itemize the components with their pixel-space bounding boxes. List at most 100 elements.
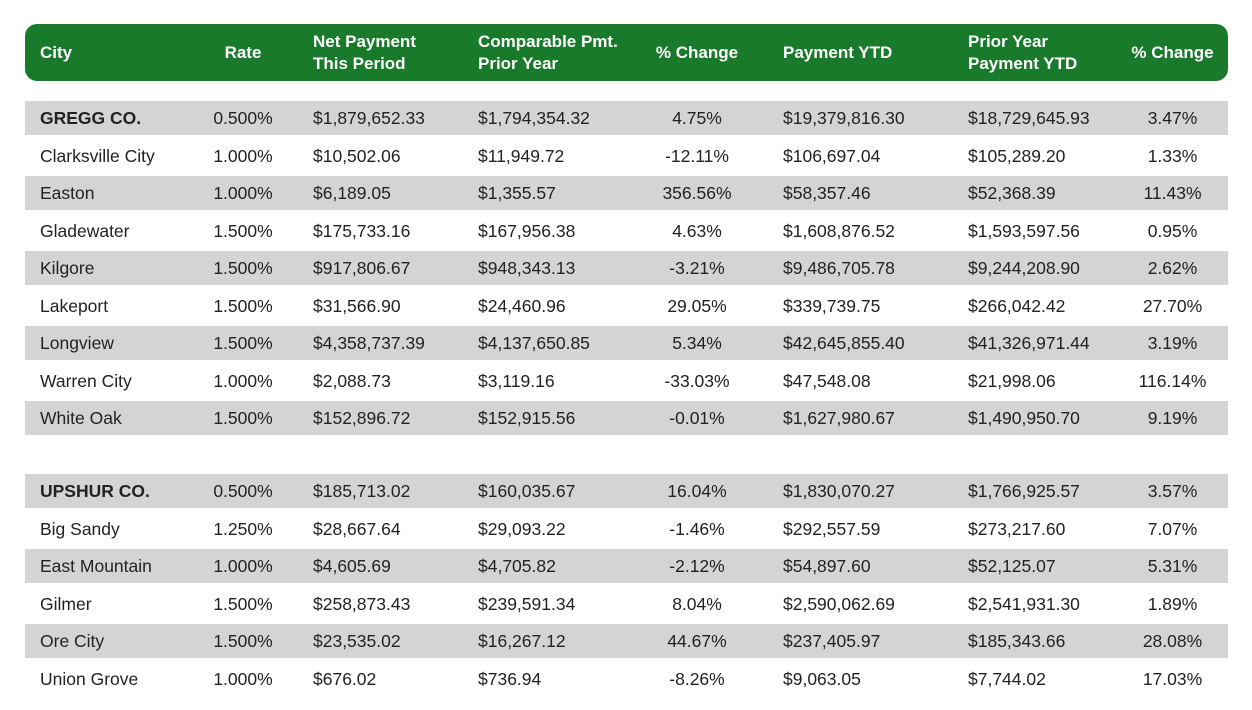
- col-header-rate: Rate: [193, 24, 293, 81]
- table-row: White Oak 1.500% $152,896.72 $152,915.56…: [25, 401, 1228, 435]
- cell-payment-ytd: $1,830,070.27: [783, 481, 895, 501]
- cell-prior-ytd: $52,368.39: [968, 183, 1056, 203]
- cell-prior-ytd: $21,998.06: [968, 371, 1056, 391]
- cell-city: Lakeport: [40, 296, 109, 316]
- cell-comparable: $1,355.57: [478, 183, 556, 203]
- cell-comparable: $4,705.82: [478, 556, 556, 576]
- cell-comparable: $736.94: [478, 669, 542, 689]
- cell-payment-ytd: $339,739.75: [783, 296, 881, 316]
- cell-city: UPSHUR CO.: [40, 481, 150, 501]
- cell-pct-change: -2.12%: [669, 556, 725, 576]
- cell-city: Easton: [40, 183, 95, 203]
- table-row: Union Grove 1.000% $676.02 $736.94 -8.26…: [25, 662, 1228, 696]
- col-header-pct-change-label: % Change: [655, 42, 739, 62]
- cell-pct-change-ytd: 17.03%: [1142, 669, 1203, 689]
- cell-rate: 0.500%: [213, 481, 273, 501]
- col-header-payment-ytd-label: Payment YTD: [783, 42, 893, 62]
- cell-prior-ytd: $273,217.60: [968, 519, 1066, 539]
- col-header-net-payment: Net Payment This Period: [313, 24, 416, 81]
- cell-pct-change-ytd: 1.89%: [1147, 594, 1198, 614]
- cell-comparable: $3,119.16: [478, 371, 555, 391]
- cell-pct-change: 5.34%: [672, 333, 722, 353]
- col-header-prior-ytd-line1: Prior Year: [968, 31, 1049, 51]
- table-row: East Mountain 1.000% $4,605.69 $4,705.82…: [25, 549, 1228, 583]
- cell-rate: 1.000%: [213, 183, 273, 203]
- col-header-city-label: City: [40, 42, 73, 62]
- cell-city: Gladewater: [40, 221, 130, 241]
- cell-pct-change-ytd: 3.47%: [1147, 108, 1198, 128]
- col-header-city: City: [40, 24, 72, 81]
- cell-prior-ytd: $7,744.02: [968, 669, 1046, 689]
- table-header: City Rate Net Payment This Period Compar…: [25, 24, 1228, 81]
- county-row-upshur: UPSHUR CO. 0.500% $185,713.02 $160,035.6…: [25, 474, 1228, 508]
- cell-pct-change-ytd: 5.31%: [1147, 556, 1198, 576]
- table-row: Longview 1.500% $4,358,737.39 $4,137,650…: [25, 326, 1228, 360]
- cell-city: Clarksville City: [40, 146, 155, 166]
- cell-net-payment: $1,879,652.33: [313, 108, 425, 128]
- cell-prior-ytd: $1,766,925.57: [968, 481, 1080, 501]
- cell-comparable: $29,093.22: [478, 519, 566, 539]
- cell-rate: 1.500%: [213, 408, 273, 428]
- cell-comparable: $152,915.56: [478, 408, 576, 428]
- cell-pct-change: -33.03%: [664, 371, 730, 391]
- cell-prior-ytd: $2,541,931.30: [968, 594, 1080, 614]
- cell-pct-change: 356.56%: [662, 183, 732, 203]
- cell-rate: 1.500%: [213, 594, 273, 614]
- cell-pct-change-ytd: 9.19%: [1147, 408, 1198, 428]
- cell-net-payment: $4,358,737.39: [313, 333, 425, 353]
- cell-net-payment: $917,806.67: [313, 258, 411, 278]
- cell-rate: 1.000%: [213, 669, 273, 689]
- cell-payment-ytd: $54,897.60: [783, 556, 871, 576]
- cell-payment-ytd: $2,590,062.69: [783, 594, 895, 614]
- cell-city: Gilmer: [40, 594, 92, 614]
- cell-pct-change-ytd: 7.07%: [1147, 519, 1198, 539]
- cell-net-payment: $2,088.73: [313, 371, 391, 391]
- cell-pct-change: 44.67%: [667, 631, 727, 651]
- cell-pct-change-ytd: 28.08%: [1142, 631, 1203, 651]
- col-header-comparable-line1: Comparable Pmt.: [478, 31, 618, 51]
- cell-net-payment: $258,873.43: [313, 594, 411, 614]
- cell-pct-change: 16.04%: [667, 481, 727, 501]
- cell-pct-change: 29.05%: [667, 296, 727, 316]
- cell-payment-ytd: $9,486,705.78: [783, 258, 895, 278]
- cell-payment-ytd: $19,379,816.30: [783, 108, 905, 128]
- cell-pct-change: -8.26%: [669, 669, 725, 689]
- col-header-net-payment-line1: Net Payment: [313, 31, 416, 51]
- cell-payment-ytd: $1,627,980.67: [783, 408, 895, 428]
- table-row: Kilgore 1.500% $917,806.67 $948,343.13 -…: [25, 251, 1228, 285]
- col-header-comparable-line2: Prior Year: [478, 53, 559, 73]
- cell-city: White Oak: [40, 408, 122, 428]
- county-row-gregg: GREGG CO. 0.500% $1,879,652.33 $1,794,35…: [25, 101, 1228, 135]
- cell-pct-change-ytd: 1.33%: [1147, 146, 1198, 166]
- table-row: Big Sandy 1.250% $28,667.64 $29,093.22 -…: [25, 512, 1228, 546]
- cell-pct-change: 4.75%: [672, 108, 722, 128]
- cell-net-payment: $175,733.16: [313, 221, 411, 241]
- cell-prior-ytd: $105,289.20: [968, 146, 1066, 166]
- cell-prior-ytd: $185,343.66: [968, 631, 1066, 651]
- cell-pct-change-ytd: 11.43%: [1143, 183, 1202, 203]
- table-row: Gladewater 1.500% $175,733.16 $167,956.3…: [25, 214, 1228, 248]
- cell-rate: 1.000%: [213, 556, 273, 576]
- cell-payment-ytd: $1,608,876.52: [783, 221, 895, 241]
- col-header-rate-label: Rate: [224, 42, 262, 62]
- cell-pct-change-ytd: 3.57%: [1147, 481, 1198, 501]
- cell-pct-change-ytd: 2.62%: [1147, 258, 1198, 278]
- cell-city: GREGG CO.: [40, 108, 142, 128]
- cell-payment-ytd: $106,697.04: [783, 146, 881, 166]
- cell-comparable: $11,949.72: [478, 146, 565, 166]
- col-header-pct-change: % Change: [643, 24, 751, 81]
- cell-payment-ytd: $292,557.59: [783, 519, 881, 539]
- cell-pct-change-ytd: 0.95%: [1147, 221, 1198, 241]
- cell-net-payment: $185,713.02: [313, 481, 411, 501]
- cell-prior-ytd: $1,593,597.56: [968, 221, 1080, 241]
- cell-pct-change: -0.01%: [669, 408, 725, 428]
- cell-payment-ytd: $58,357.46: [783, 183, 871, 203]
- cell-city: Big Sandy: [40, 519, 120, 539]
- cell-net-payment: $31,566.90: [313, 296, 401, 316]
- cell-net-payment: $6,189.05: [313, 183, 391, 203]
- cell-comparable: $24,460.96: [478, 296, 566, 316]
- cell-rate: 1.000%: [213, 371, 273, 391]
- cell-rate: 1.500%: [213, 631, 273, 651]
- cell-rate: 1.250%: [213, 519, 273, 539]
- cell-comparable: $1,794,354.32: [478, 108, 590, 128]
